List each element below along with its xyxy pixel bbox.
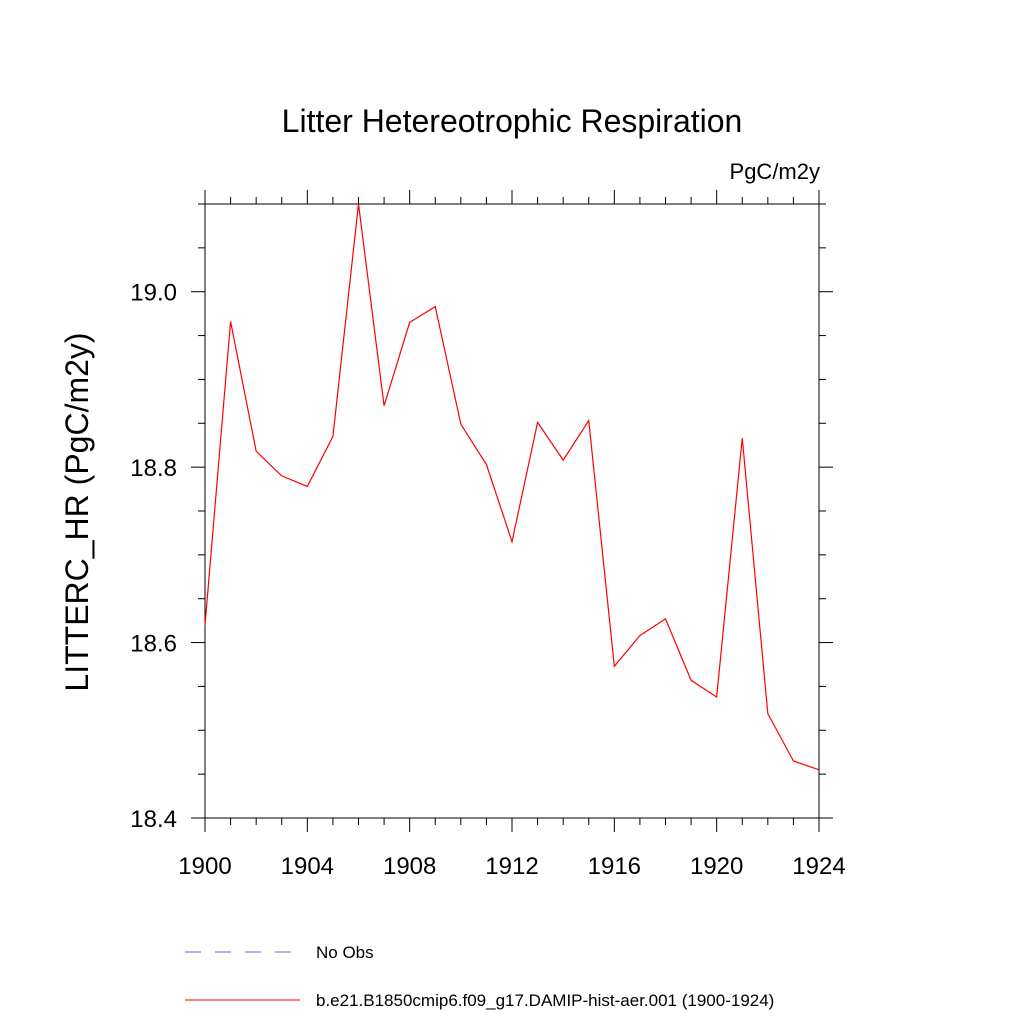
y-tick-label: 18.4	[130, 806, 177, 833]
series-line	[204, 203, 820, 771]
units-label: PgC/m2y	[730, 159, 820, 184]
y-axis-label: LITTERC_HR (PgC/m2y)	[59, 332, 95, 691]
y-tick-label: 19.0	[130, 280, 177, 307]
legend-label: No Obs	[316, 943, 374, 962]
legend: No Obs b.e21.B1850cmip6.f09_g17.DAMIP-his…	[185, 943, 774, 1010]
plot-frame	[204, 203, 820, 819]
y-tick-label: 18.6	[130, 631, 177, 658]
x-tick-label: 1900	[178, 853, 231, 880]
x-tick-label: 1920	[690, 853, 743, 880]
series-layer	[204, 203, 820, 771]
y-tick-label: 18.8	[130, 455, 177, 482]
x-tick-label: 1904	[281, 853, 334, 880]
chart-title: Litter Hetereotrophic Respiration	[282, 103, 743, 139]
tick-labels: 1900 1904 1908 1912 1916 1920 1924 18.4 18.6 18.8…	[130, 280, 845, 880]
legend-label: b.e21.B1850cmip6.f09_g17.DAMIP-hist-aer.…	[316, 991, 774, 1010]
x-tick-label: 1908	[383, 853, 436, 880]
ticks	[191, 190, 833, 832]
x-tick-label: 1916	[588, 853, 641, 880]
x-tick-label: 1924	[792, 853, 845, 880]
x-tick-label: 1912	[485, 853, 538, 880]
